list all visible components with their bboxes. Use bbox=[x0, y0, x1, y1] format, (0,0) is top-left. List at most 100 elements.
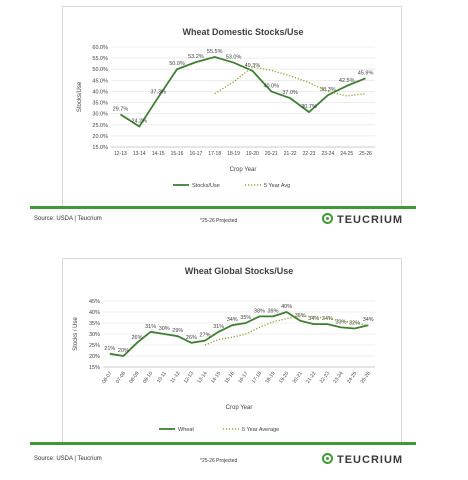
x-tick-label: 17-18 bbox=[251, 371, 263, 385]
data-label: 40.0% bbox=[263, 83, 279, 89]
data-label: 34% bbox=[363, 317, 374, 323]
x-tick-label: 25-26 bbox=[359, 151, 372, 157]
y-tick-label: 25% bbox=[89, 343, 100, 349]
x-tick-label: 25-26 bbox=[360, 371, 372, 385]
y-tick-label: 20.0% bbox=[92, 134, 108, 140]
x-tick-label: 12-13 bbox=[114, 151, 127, 157]
data-label: 34% bbox=[322, 316, 333, 322]
data-label: 45.9% bbox=[358, 70, 374, 76]
x-tick-label: 23-24 bbox=[332, 371, 344, 385]
average-series-line bbox=[204, 315, 369, 346]
data-label: 39% bbox=[267, 308, 278, 314]
x-axis-title: Crop Year bbox=[226, 405, 253, 411]
y-tick-label: 40.0% bbox=[92, 89, 108, 95]
teucrium-logo-icon bbox=[322, 453, 333, 464]
data-label: 55.5% bbox=[207, 49, 223, 55]
source-note: Source: USDA | Teucrium bbox=[34, 216, 102, 222]
data-label: 30.7% bbox=[301, 104, 317, 110]
data-label: 20% bbox=[118, 348, 129, 354]
data-label: 27% bbox=[199, 333, 210, 339]
data-label: 26% bbox=[131, 335, 142, 341]
projected-note: *25-26 Projected bbox=[200, 218, 238, 224]
x-tick-label: 21-22 bbox=[305, 371, 317, 385]
data-label: 34% bbox=[308, 316, 319, 322]
teucrium-logo: TEUCRIUM bbox=[322, 213, 403, 226]
brand-text: TEUCRIUM bbox=[337, 214, 404, 226]
data-label: 49.3% bbox=[245, 63, 261, 69]
divider-line bbox=[30, 206, 416, 209]
y-tick-label: 35% bbox=[89, 321, 100, 327]
data-label: 30% bbox=[159, 326, 170, 332]
global-chart-panel: Wheat Global Stocks/Use 15% 20% 25% 30% 35% 40… bbox=[62, 258, 402, 445]
y-tick-label: 35.0% bbox=[92, 101, 108, 107]
y-tick-label: 15% bbox=[89, 365, 100, 371]
data-label: 53.0% bbox=[226, 55, 242, 61]
x-tick-label: 16-17 bbox=[237, 371, 249, 385]
x-tick-label: 20-21 bbox=[292, 371, 304, 385]
data-label: 50.0% bbox=[169, 61, 185, 67]
average-series-line bbox=[214, 66, 366, 97]
data-label: 29.7% bbox=[113, 106, 129, 112]
y-tick-label: 60.0% bbox=[92, 45, 108, 51]
brand-text: TEUCRIUM bbox=[337, 454, 404, 466]
x-tick-label: 12-13 bbox=[183, 371, 195, 385]
x-tick-label: 18-19 bbox=[264, 371, 276, 385]
data-label: 26% bbox=[186, 335, 197, 341]
x-tick-label: 08-09 bbox=[128, 371, 140, 385]
data-label: 33% bbox=[335, 319, 346, 325]
stocks-use-series-line bbox=[109, 311, 369, 357]
legend-label: 5 Year Average bbox=[242, 427, 279, 433]
teucrium-logo-icon bbox=[322, 213, 333, 224]
data-label: 35% bbox=[240, 315, 251, 321]
data-label: 32% bbox=[349, 321, 360, 327]
global-chart: Wheat Global Stocks/Use 15% 20% 25% 30% 35% 40… bbox=[73, 266, 375, 433]
x-tick-label: 24-25 bbox=[346, 371, 358, 385]
y-tick-label: 15.0% bbox=[92, 145, 108, 151]
chart-title: Wheat Global Stocks/Use bbox=[185, 266, 294, 276]
x-tick-label: 19-20 bbox=[278, 371, 290, 385]
legend-label: 5 Year Avg bbox=[264, 183, 290, 189]
y-tick-label: 50.0% bbox=[92, 67, 108, 73]
x-tick-label: 21-22 bbox=[284, 151, 297, 157]
data-label: 34% bbox=[227, 317, 238, 323]
data-label: 24.2% bbox=[131, 119, 147, 125]
x-tick-label: 22-23 bbox=[319, 371, 331, 385]
legend-label: Stocks/Use bbox=[192, 183, 220, 189]
data-label: 53.2% bbox=[188, 54, 204, 60]
x-tick-label: 07-08 bbox=[115, 371, 127, 385]
divider-line bbox=[30, 442, 416, 445]
x-tick-label: 14-15 bbox=[152, 151, 165, 157]
stocks-use-series-line bbox=[119, 56, 366, 128]
y-tick-label: 45.0% bbox=[92, 78, 108, 84]
y-tick-label: 40% bbox=[89, 310, 100, 316]
x-tick-label: 16-17 bbox=[189, 151, 202, 157]
data-label: 42.5% bbox=[339, 78, 355, 84]
x-tick-label: 23-24 bbox=[321, 151, 334, 157]
y-tick-label: 45% bbox=[89, 299, 100, 305]
legend-label: Wheat bbox=[178, 427, 194, 433]
x-tick-label: 20-21 bbox=[265, 151, 278, 157]
x-tick-label: 22-23 bbox=[303, 151, 316, 157]
data-label: 38.3% bbox=[320, 87, 336, 93]
x-tick-label: 14-15 bbox=[210, 371, 222, 385]
y-axis-title: Stocks/Use bbox=[77, 81, 83, 112]
data-label: 21% bbox=[104, 346, 115, 352]
x-axis-title: Crop Year bbox=[230, 167, 257, 173]
y-tick-label: 20% bbox=[89, 354, 100, 360]
domestic-chart-panel: Wheat Domestic Stocks/Use 15.0% 20.0% 25.0%… bbox=[62, 6, 402, 208]
x-tick-label: 13-14 bbox=[196, 371, 208, 385]
data-label: 37.0% bbox=[282, 90, 298, 96]
y-axis-title: Stocks / Use bbox=[73, 317, 79, 351]
projected-note: *25-26 Projected bbox=[200, 458, 238, 464]
x-tick-label: 06-07 bbox=[101, 371, 113, 385]
x-tick-label: 18-19 bbox=[227, 151, 240, 157]
y-tick-label: 55.0% bbox=[92, 56, 108, 62]
x-tick-label: 17-18 bbox=[208, 151, 221, 157]
x-tick-label: 11-12 bbox=[169, 371, 181, 385]
data-label: 31% bbox=[145, 324, 156, 330]
y-tick-label: 30.0% bbox=[92, 112, 108, 118]
y-tick-label: 30% bbox=[89, 332, 100, 338]
y-tick-label: 25.0% bbox=[92, 123, 108, 129]
domestic-chart: Wheat Domestic Stocks/Use 15.0% 20.0% 25.0%… bbox=[77, 27, 375, 189]
x-tick-label: 13-14 bbox=[133, 151, 146, 157]
